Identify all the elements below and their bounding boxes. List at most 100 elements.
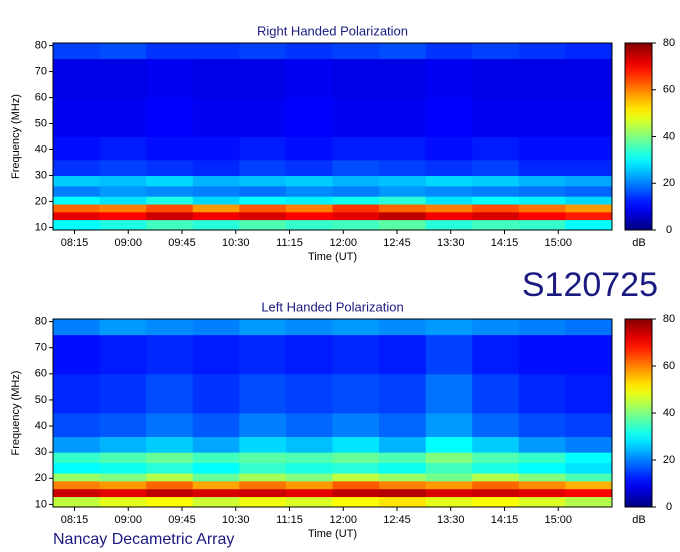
heatmap-cell [53, 58, 101, 99]
heatmap-cell [146, 219, 194, 231]
heatmap-cell [285, 496, 333, 508]
heatmap-cell [518, 413, 566, 437]
x-tick-label: 09:00 [114, 514, 142, 526]
heatmap-cell [239, 196, 287, 205]
heatmap-cell [425, 473, 473, 482]
heatmap-cell [518, 480, 566, 490]
heatmap-cell [146, 159, 194, 176]
heatmap-cell [472, 219, 520, 231]
heatmap-cell [379, 211, 427, 221]
heatmap-cell [99, 185, 147, 197]
heatmap-cell [565, 473, 613, 482]
heatmap-cell [239, 334, 287, 375]
heatmap-cell [146, 488, 194, 498]
heatmap-cell [332, 436, 380, 453]
heatmap-cell [518, 334, 566, 375]
heatmap-cell [425, 462, 473, 474]
heatmap-cell [332, 373, 380, 414]
heatmap-cell [425, 136, 473, 161]
heatmap-cell [379, 97, 427, 137]
x-tick-label: 08:15 [61, 514, 89, 526]
heatmap-cell [518, 462, 566, 474]
observatory: Nancay Decametric Array [53, 531, 234, 548]
heatmap-cell [239, 97, 287, 137]
heatmap-cell [379, 480, 427, 490]
heatmap-cell [239, 462, 287, 474]
heatmap-cell [285, 97, 333, 137]
y-tick-label: 70 [35, 65, 47, 77]
heatmap-cell [518, 136, 566, 161]
x-tick-label: 13:30 [437, 514, 465, 526]
heatmap-cell [425, 480, 473, 490]
heatmap-cell [565, 496, 613, 508]
heatmap-cell [99, 373, 147, 414]
heatmap-cell [285, 462, 333, 474]
heatmap-cell [472, 452, 520, 464]
heatmap-cell [425, 204, 473, 213]
heatmap-cell [565, 488, 613, 498]
heatmap-cell [518, 175, 566, 187]
x-axis-label: Time (UT) [308, 528, 357, 540]
heatmap-cell [425, 58, 473, 99]
heatmap-cell [192, 334, 240, 375]
heatmap-cell [285, 480, 333, 490]
heatmap-cell [239, 480, 287, 490]
heatmap-cell [285, 319, 333, 336]
heatmap-cell [379, 58, 427, 99]
heatmap-cell [146, 413, 194, 437]
heatmap-cell [425, 185, 473, 197]
heatmap-cell [192, 219, 240, 231]
heatmap-cell [285, 196, 333, 205]
heatmap-cell [379, 204, 427, 213]
heatmap-cell [285, 452, 333, 464]
heatmap-cell [99, 488, 147, 498]
heatmap-cell [379, 373, 427, 414]
y-tick-label: 10 [35, 498, 47, 510]
y-tick-label: 50 [35, 117, 47, 129]
heatmap-cell [192, 373, 240, 414]
heatmap-cell [285, 185, 333, 197]
heatmap-cell [565, 136, 613, 161]
heatmap-cell [239, 211, 287, 221]
x-tick-label: 09:00 [114, 237, 142, 249]
y-tick-label: 60 [35, 91, 47, 103]
y-tick-label: 40 [35, 143, 47, 155]
heatmap-cell [379, 473, 427, 482]
heatmap-cell [379, 319, 427, 336]
heatmap-cell [285, 136, 333, 161]
heatmap-cell [472, 159, 520, 176]
heatmap-cell [146, 496, 194, 508]
heatmap-cell [472, 204, 520, 213]
heatmap-cell [472, 480, 520, 490]
heatmap-cell [285, 219, 333, 231]
x-tick-label: 10:30 [222, 237, 250, 249]
heatmap-cell [425, 43, 473, 60]
colorbar-label: dB [632, 514, 645, 526]
heatmap-cell [99, 319, 147, 336]
heatmap-cell [146, 480, 194, 490]
heatmap-cell [518, 211, 566, 221]
heatmap-cell [565, 373, 613, 414]
heatmap-cell [518, 473, 566, 482]
heatmap-cell [472, 136, 520, 161]
x-tick-label: 11:15 [276, 514, 303, 526]
y-tick-label: 30 [35, 446, 47, 458]
heatmap-cell [565, 159, 613, 176]
heatmap-cell [146, 204, 194, 213]
heatmap-cell [472, 473, 520, 482]
heatmap-cell [192, 496, 240, 508]
chart-title: Right Handed Polarization [257, 23, 408, 38]
heatmap-cell [53, 319, 101, 336]
heatmap-cell [146, 462, 194, 474]
heatmap-cell [285, 334, 333, 375]
heatmap-cell [332, 219, 380, 231]
heatmap-cell [379, 488, 427, 498]
heatmap-cell [53, 204, 101, 213]
y-tick-label: 10 [35, 221, 47, 233]
heatmap-cell [285, 211, 333, 221]
y-tick-label: 40 [35, 420, 47, 432]
heatmap-cell [518, 436, 566, 453]
heatmap-cell [99, 413, 147, 437]
heatmap-cell [99, 211, 147, 221]
y-tick-label: 70 [35, 342, 47, 354]
